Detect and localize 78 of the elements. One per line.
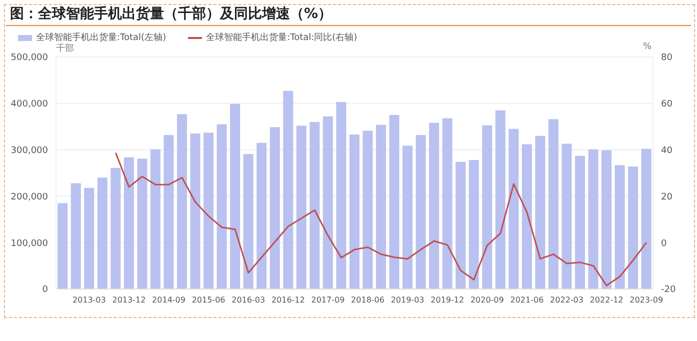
bar: [602, 150, 612, 289]
y-tick-label: 500,000: [10, 53, 48, 64]
bar: [562, 144, 572, 289]
bar: [535, 136, 546, 289]
bar: [137, 158, 148, 289]
bar: [97, 178, 108, 289]
y2-tick-label: 80: [661, 53, 673, 64]
bar: [522, 144, 532, 289]
x-tick-label: 2019-12: [430, 296, 464, 305]
bar: [256, 142, 267, 289]
bar: [150, 149, 160, 289]
y-tick-label: 100,000: [10, 238, 48, 249]
bar: [588, 149, 598, 289]
bar: [508, 128, 519, 289]
bar: [442, 118, 452, 289]
x-tick-label: 2014-09: [152, 296, 186, 305]
bar: [110, 168, 121, 289]
x-tick-label: 2022-03: [550, 296, 584, 305]
bar: [482, 125, 492, 289]
y2-tick-label: -20: [661, 285, 676, 296]
bar: [548, 119, 558, 289]
bar: [349, 134, 360, 289]
bar: [204, 132, 214, 289]
bar: [574, 156, 585, 289]
bar: [176, 114, 187, 289]
x-tick-label: 2021-06: [510, 296, 544, 305]
bar: [456, 162, 466, 289]
bar: [58, 203, 68, 289]
line-series: [114, 152, 648, 286]
x-tick-label: 2017-09: [311, 296, 345, 305]
x-tick-label: 2015-06: [192, 296, 226, 305]
bar: [336, 102, 346, 289]
bar: [322, 116, 333, 289]
y-tick-label: 400,000: [10, 100, 48, 110]
bar: [296, 126, 306, 289]
bar: [468, 160, 479, 289]
bar: [495, 110, 506, 289]
bar: [416, 134, 426, 289]
x-tick-label: 2016-03: [232, 296, 266, 305]
y-tick-label: 300,000: [10, 146, 48, 156]
x-tick-label: 2013-12: [112, 296, 146, 305]
x-tick-label: 2019-03: [390, 296, 424, 305]
x-tick-label: 2023-09: [630, 296, 664, 305]
y2-axis-title: %: [643, 42, 652, 52]
y-tick-label: 0: [42, 285, 48, 296]
bar: [216, 124, 227, 289]
bar: [310, 122, 320, 289]
y-axis-title: 千部: [56, 42, 74, 55]
x-tick-label: 2020-09: [470, 296, 504, 305]
y2-tick-label: 40: [661, 146, 673, 156]
x-tick-label: 2018-06: [351, 296, 384, 305]
bar: [70, 183, 81, 289]
bar: [270, 127, 280, 289]
y2-tick-label: 60: [661, 100, 673, 110]
bar: [402, 146, 413, 289]
y2-tick-label: 0: [661, 238, 667, 249]
bar: [230, 104, 240, 289]
bar: [628, 166, 638, 289]
legend-label: 全球智能手机出货量:Total(左轴): [35, 32, 166, 44]
bar: [614, 165, 625, 289]
legend-label: 全球智能手机出货量:Total:同比(右轴): [205, 32, 358, 44]
x-tick-label: 2016-12: [271, 296, 305, 305]
bar: [124, 157, 134, 289]
bar: [641, 148, 652, 289]
chart-title: 图：全球智能手机出货量（千部）及同比增速（%）: [10, 5, 332, 23]
x-tick-label: 2022-12: [590, 296, 624, 305]
bar: [376, 124, 386, 289]
bar: [389, 115, 400, 289]
y-tick-label: 200,000: [10, 192, 48, 202]
bar: [84, 188, 94, 289]
bar: [429, 122, 440, 289]
x-tick-label: 2013-03: [72, 296, 106, 305]
bar: [190, 134, 200, 289]
bar: [243, 154, 254, 289]
y2-tick-label: 20: [661, 192, 673, 202]
bar: [362, 130, 373, 289]
bar: [283, 90, 294, 289]
bar: [164, 134, 174, 289]
